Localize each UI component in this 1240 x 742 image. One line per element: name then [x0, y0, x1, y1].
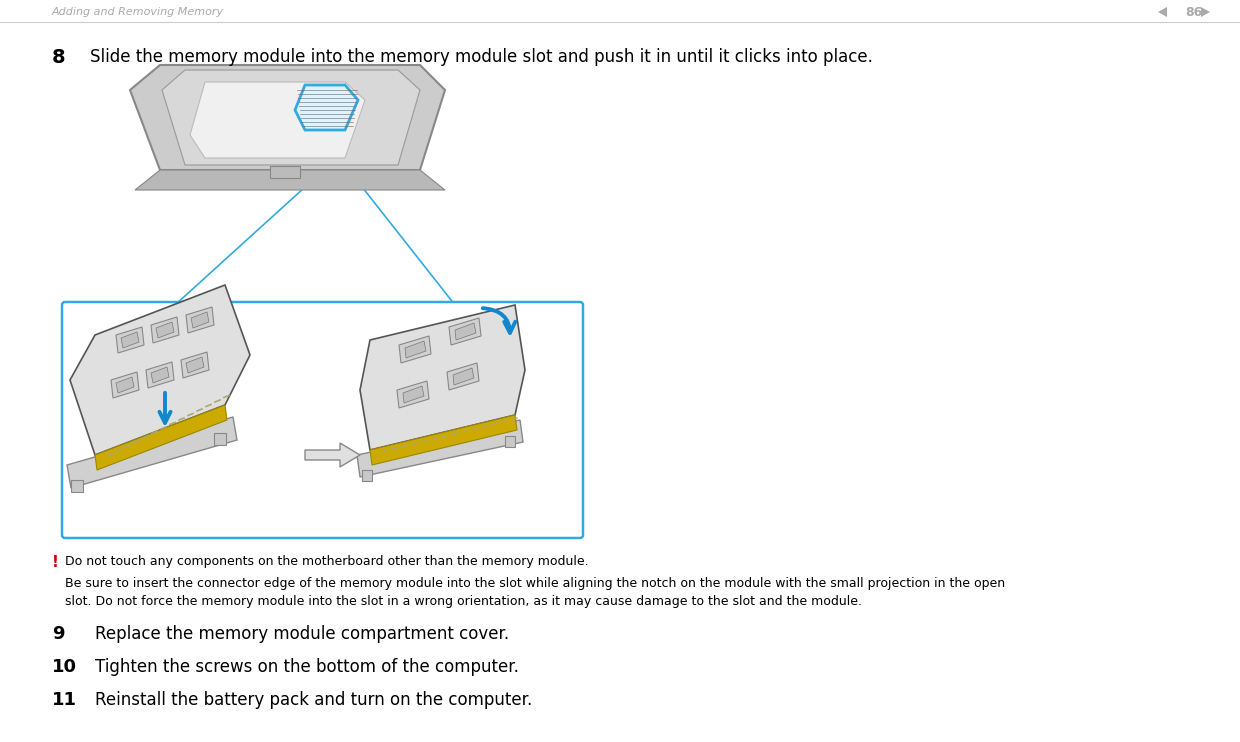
FancyBboxPatch shape — [62, 302, 583, 538]
Polygon shape — [1158, 7, 1167, 17]
Polygon shape — [305, 443, 360, 467]
Text: Slide the memory module into the memory module slot and push it in until it clic: Slide the memory module into the memory … — [91, 48, 873, 66]
Polygon shape — [1202, 7, 1210, 17]
Polygon shape — [71, 480, 83, 492]
Polygon shape — [360, 305, 525, 450]
Polygon shape — [405, 341, 427, 358]
Polygon shape — [370, 415, 517, 465]
Polygon shape — [122, 332, 139, 348]
Polygon shape — [69, 285, 250, 455]
Polygon shape — [295, 85, 358, 130]
Polygon shape — [399, 336, 432, 363]
Text: Tighten the screws on the bottom of the computer.: Tighten the screws on the bottom of the … — [95, 658, 518, 676]
Text: 9: 9 — [52, 625, 64, 643]
Polygon shape — [130, 65, 445, 170]
Polygon shape — [215, 433, 226, 445]
Polygon shape — [191, 312, 210, 328]
Polygon shape — [151, 317, 179, 343]
Text: 10: 10 — [52, 658, 77, 676]
Polygon shape — [151, 367, 169, 383]
Text: slot. Do not force the memory module into the slot in a wrong orientation, as it: slot. Do not force the memory module int… — [64, 595, 862, 608]
Polygon shape — [453, 368, 474, 385]
Text: 86: 86 — [1185, 5, 1203, 19]
Polygon shape — [455, 323, 476, 340]
Polygon shape — [505, 436, 515, 447]
Polygon shape — [357, 420, 523, 477]
Polygon shape — [95, 405, 227, 470]
Polygon shape — [186, 357, 205, 373]
Polygon shape — [186, 307, 215, 333]
Polygon shape — [190, 82, 365, 158]
Polygon shape — [117, 377, 134, 393]
Text: !: ! — [52, 555, 58, 570]
Polygon shape — [397, 381, 429, 408]
Text: Be sure to insert the connector edge of the memory module into the slot while al: Be sure to insert the connector edge of … — [64, 577, 1006, 590]
Text: Replace the memory module compartment cover.: Replace the memory module compartment co… — [95, 625, 510, 643]
Polygon shape — [362, 470, 372, 481]
Polygon shape — [156, 322, 174, 338]
Polygon shape — [135, 170, 445, 190]
Polygon shape — [117, 327, 144, 353]
Text: Do not touch any components on the motherboard other than the memory module.: Do not touch any components on the mothe… — [64, 555, 589, 568]
Polygon shape — [449, 318, 481, 345]
Text: 11: 11 — [52, 691, 77, 709]
Text: Reinstall the battery pack and turn on the computer.: Reinstall the battery pack and turn on t… — [95, 691, 532, 709]
Text: 8: 8 — [52, 48, 66, 67]
Polygon shape — [270, 166, 300, 178]
Polygon shape — [403, 386, 424, 403]
Polygon shape — [181, 352, 210, 378]
Polygon shape — [112, 372, 139, 398]
Polygon shape — [67, 417, 237, 488]
Text: Adding and Removing Memory: Adding and Removing Memory — [52, 7, 224, 17]
Polygon shape — [146, 362, 174, 388]
Polygon shape — [162, 70, 420, 165]
Polygon shape — [446, 363, 479, 390]
